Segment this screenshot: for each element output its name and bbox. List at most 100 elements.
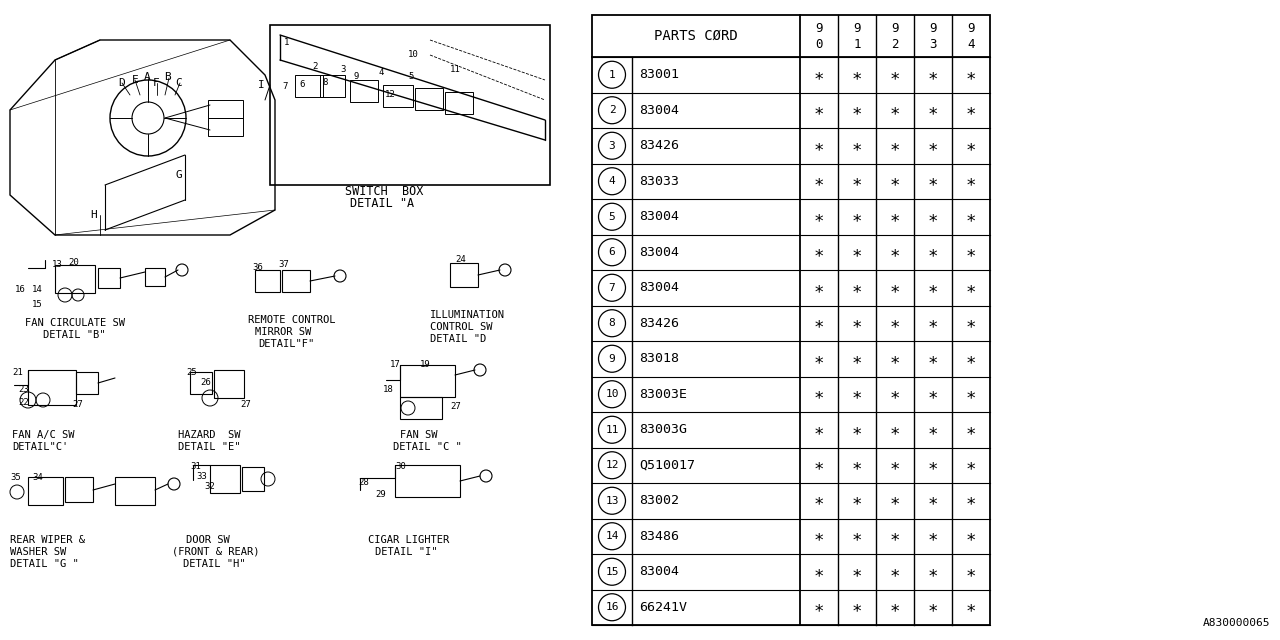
Text: 12: 12 [385, 90, 396, 99]
Bar [55, 265, 95, 293]
Text: 16: 16 [15, 285, 26, 294]
Text: ∗: ∗ [890, 314, 900, 332]
Text: 8: 8 [323, 78, 328, 87]
Text: 9: 9 [815, 22, 823, 35]
Text: 15: 15 [605, 567, 618, 577]
Text: 23: 23 [18, 385, 28, 394]
Bar [28, 370, 76, 405]
Text: ∗: ∗ [890, 420, 900, 439]
Text: ∗: ∗ [851, 563, 863, 580]
Text: 1: 1 [854, 38, 860, 51]
Text: 9: 9 [608, 354, 616, 364]
Text: A830000065: A830000065 [1202, 618, 1270, 628]
Text: ∗: ∗ [814, 101, 824, 119]
Text: ∗: ∗ [814, 598, 824, 616]
Text: 3: 3 [929, 38, 937, 51]
Text: 9: 9 [968, 22, 975, 35]
Text: ∗: ∗ [890, 598, 900, 616]
Text: 83002: 83002 [639, 494, 678, 508]
Text: ∗: ∗ [851, 349, 863, 368]
Text: REMOTE CONTROL: REMOTE CONTROL [248, 315, 335, 325]
Text: 31: 31 [189, 462, 201, 471]
Text: 8: 8 [608, 318, 616, 328]
Text: ∗: ∗ [890, 279, 900, 297]
Text: ∗: ∗ [851, 243, 863, 261]
Text: H: H [90, 210, 97, 220]
Text: ∗: ∗ [965, 492, 977, 509]
Text: 15: 15 [32, 300, 42, 309]
Text: ∗: ∗ [928, 314, 938, 332]
Text: ∗: ∗ [965, 314, 977, 332]
Text: 19: 19 [420, 360, 431, 369]
Text: ∗: ∗ [814, 279, 824, 297]
Text: 83003E: 83003E [639, 388, 687, 401]
Text: ∗: ∗ [928, 420, 938, 439]
Text: DETAIL"F": DETAIL"F" [259, 339, 315, 349]
Text: 83033: 83033 [639, 175, 678, 188]
Text: ∗: ∗ [851, 137, 863, 155]
Text: ∗: ∗ [814, 172, 824, 190]
Text: 25: 25 [186, 368, 197, 377]
Text: ∗: ∗ [851, 279, 863, 297]
Bar [145, 268, 165, 286]
Text: ∗: ∗ [814, 527, 824, 545]
Text: ∗: ∗ [851, 492, 863, 509]
Text: 1: 1 [608, 70, 616, 80]
Text: ∗: ∗ [965, 420, 977, 439]
Text: 11: 11 [451, 65, 461, 74]
Text: DETAIL "A: DETAIL "A [349, 197, 415, 210]
Bar [282, 270, 310, 292]
Text: 36: 36 [252, 263, 262, 272]
Text: 83426: 83426 [639, 140, 678, 152]
Text: ∗: ∗ [928, 66, 938, 84]
Bar [189, 372, 212, 394]
Text: ∗: ∗ [890, 527, 900, 545]
Text: ∗: ∗ [928, 101, 938, 119]
Text: 3: 3 [340, 65, 346, 74]
Text: 30: 30 [396, 462, 406, 471]
Text: 20: 20 [68, 258, 79, 267]
Text: DETAIL "D: DETAIL "D [430, 334, 486, 344]
Text: DETAIL "H": DETAIL "H" [183, 559, 246, 569]
Bar [242, 467, 264, 491]
Text: 34: 34 [32, 473, 42, 482]
Text: ∗: ∗ [965, 527, 977, 545]
Bar [99, 268, 120, 288]
Text: ∗: ∗ [814, 385, 824, 403]
Text: DETAIL "G ": DETAIL "G " [10, 559, 79, 569]
Text: DETAIL"C': DETAIL"C' [12, 442, 68, 452]
Text: 6: 6 [608, 247, 616, 257]
Text: ∗: ∗ [890, 172, 900, 190]
Text: 5: 5 [408, 72, 413, 81]
Text: 18: 18 [383, 385, 394, 394]
Text: B: B [164, 72, 170, 82]
Text: ∗: ∗ [890, 563, 900, 580]
Bar [349, 80, 378, 102]
Text: ∗: ∗ [814, 420, 824, 439]
Text: ∗: ∗ [851, 598, 863, 616]
Bar [396, 465, 460, 497]
Text: 17: 17 [390, 360, 401, 369]
Text: 9: 9 [929, 22, 937, 35]
Text: ∗: ∗ [965, 349, 977, 368]
Text: 13: 13 [52, 260, 63, 269]
Text: C: C [175, 78, 182, 88]
Text: ∗: ∗ [928, 385, 938, 403]
Text: 37: 37 [278, 260, 289, 269]
Text: 14: 14 [32, 285, 42, 294]
Text: ∗: ∗ [965, 598, 977, 616]
Text: (FRONT & REAR): (FRONT & REAR) [172, 547, 260, 557]
Text: DETAIL "C ": DETAIL "C " [393, 442, 462, 452]
Bar [415, 88, 443, 110]
Text: ∗: ∗ [928, 492, 938, 509]
Text: 9: 9 [854, 22, 860, 35]
Bar [209, 118, 243, 136]
Text: 7: 7 [282, 82, 288, 91]
Text: 9: 9 [891, 22, 899, 35]
Text: ∗: ∗ [890, 349, 900, 368]
Text: ∗: ∗ [851, 456, 863, 474]
Text: ∗: ∗ [928, 208, 938, 226]
Text: ∗: ∗ [851, 66, 863, 84]
Text: 16: 16 [605, 602, 618, 612]
Text: ∗: ∗ [890, 137, 900, 155]
